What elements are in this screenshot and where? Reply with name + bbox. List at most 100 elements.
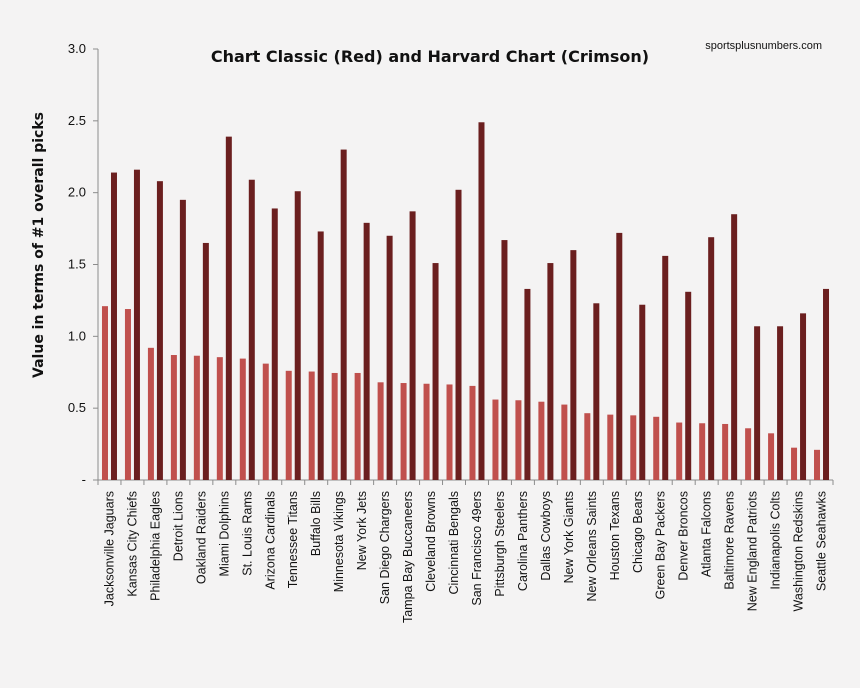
x-tick-label: Pittsburgh Steelers: [493, 491, 507, 597]
bar-classic: [101, 306, 108, 480]
bar-harvard: [524, 288, 531, 480]
x-tick-label: Carolina Panthers: [516, 491, 530, 591]
x-tick-label: Indianapolis Colts: [769, 491, 783, 590]
y-tick-label: -: [82, 472, 86, 487]
bar-classic: [262, 363, 269, 480]
bar-classic: [561, 404, 568, 480]
x-tick-label: New York Giants: [562, 491, 576, 583]
bar-classic: [538, 401, 545, 480]
x-tick-label: Tennessee Titans: [286, 491, 300, 588]
bar-harvard: [777, 326, 784, 480]
y-tick-label: 1.0: [68, 328, 86, 343]
x-tick-label: Tampa Bay Buccaneers: [401, 491, 415, 623]
bar-classic: [699, 423, 706, 480]
bar-harvard: [800, 313, 807, 480]
chart-title: Chart Classic (Red) and Harvard Chart (C…: [211, 47, 649, 66]
bar-classic: [331, 372, 338, 480]
bar-harvard: [754, 326, 761, 480]
bar-classic: [584, 413, 591, 480]
bar-harvard: [616, 232, 623, 480]
x-tick-label: Baltimore Ravens: [723, 491, 737, 590]
bar-classic: [147, 347, 154, 480]
bar-harvard: [685, 291, 692, 480]
bar-classic: [607, 414, 614, 480]
x-tick-label: San Diego Chargers: [378, 491, 392, 604]
bar-classic: [469, 385, 476, 480]
bar-harvard: [248, 179, 255, 480]
bar-classic: [745, 428, 752, 480]
x-tick-label: Miami Dolphins: [217, 491, 231, 576]
x-tick-label: Seattle Seahawks: [815, 491, 829, 591]
bar-classic: [400, 383, 407, 480]
y-tick-label: 3.0: [68, 41, 86, 56]
bar-harvard: [225, 136, 232, 481]
x-tick-label: Houston Texans: [608, 491, 622, 580]
x-tick-label: Detroit Lions: [171, 491, 185, 561]
x-tick-label: New England Patriots: [746, 491, 760, 611]
bar-classic: [722, 423, 729, 480]
y-tick-label: 0.5: [68, 400, 86, 415]
bar-classic: [768, 433, 775, 480]
y-axis-label: Value in terms of #1 overall picks: [31, 112, 47, 378]
bar-classic: [216, 357, 223, 480]
x-tick-label: Denver Broncos: [677, 491, 691, 581]
bar-harvard: [110, 172, 117, 480]
x-tick-label: Cincinnati Bengals: [447, 491, 461, 595]
bar-harvard: [662, 255, 669, 480]
source-label: sportsplusnumbers.com: [705, 40, 822, 52]
bar-harvard: [455, 189, 462, 480]
bar-classic: [285, 370, 292, 480]
bar-harvard: [386, 235, 393, 480]
x-tick-label: Chicago Bears: [631, 491, 645, 573]
bar-harvard: [317, 231, 324, 480]
bar-classic: [492, 399, 499, 480]
bar-harvard: [731, 214, 738, 480]
bar-classic: [653, 416, 660, 480]
bar-harvard: [708, 237, 715, 480]
bar-harvard: [294, 191, 301, 481]
bar-harvard: [133, 169, 140, 480]
bar-classic: [446, 384, 453, 480]
bar-classic: [308, 371, 315, 480]
y-tick-label: 2.0: [68, 185, 86, 200]
bar-harvard: [432, 263, 439, 480]
bar-harvard: [340, 149, 347, 481]
bar-harvard: [501, 240, 508, 480]
bar-harvard: [156, 181, 163, 480]
y-tick-label: 1.5: [68, 257, 86, 272]
x-tick-label: Atlanta Falcons: [700, 491, 714, 577]
bar-harvard: [593, 303, 600, 480]
bar-harvard: [179, 199, 186, 480]
y-axis: - 0.5 1.0 1.5 2.0 2.5 3.0: [68, 41, 99, 487]
bar-classic: [814, 449, 821, 480]
bar-classic: [423, 383, 430, 480]
bar-classic: [239, 358, 246, 480]
bar-classic: [354, 372, 361, 480]
x-tick-label: New Orleans Saints: [585, 491, 599, 601]
bar-harvard: [271, 208, 278, 480]
x-tick-label: San Francisco 49ers: [470, 491, 484, 606]
x-tick-label: Kansas City Chiefs: [125, 491, 139, 597]
bar-classic: [124, 309, 131, 480]
x-tick-label: Philadelphia Eagles: [148, 491, 162, 601]
bar-classic: [193, 355, 200, 480]
x-tick-label: St. Louis Rams: [240, 491, 254, 576]
bar-harvard: [478, 122, 485, 481]
y-tick-label: 2.5: [68, 113, 86, 128]
x-tick-label: Arizona Cardinals: [263, 491, 277, 590]
bar-harvard: [202, 242, 209, 480]
x-tick-label: Cleveland Browns: [424, 491, 438, 592]
bars: [101, 122, 830, 481]
x-tick-label: Jacksonville Jaguars: [102, 491, 116, 606]
x-tick-label: Washington Redskins: [792, 491, 806, 611]
x-tick-label: Buffalo Bills: [309, 491, 323, 556]
bar-harvard: [409, 211, 416, 481]
bar-classic: [170, 355, 177, 480]
x-tick-label: Minnesota Vikings: [332, 491, 346, 592]
bar-harvard: [639, 304, 646, 480]
x-tick-labels: Jacksonville Jaguars Kansas City Chiefs Ph…: [102, 491, 828, 623]
bar-harvard: [823, 288, 830, 480]
x-tick-label: Oakland Raiders: [194, 491, 208, 584]
bar-classic: [630, 415, 637, 480]
